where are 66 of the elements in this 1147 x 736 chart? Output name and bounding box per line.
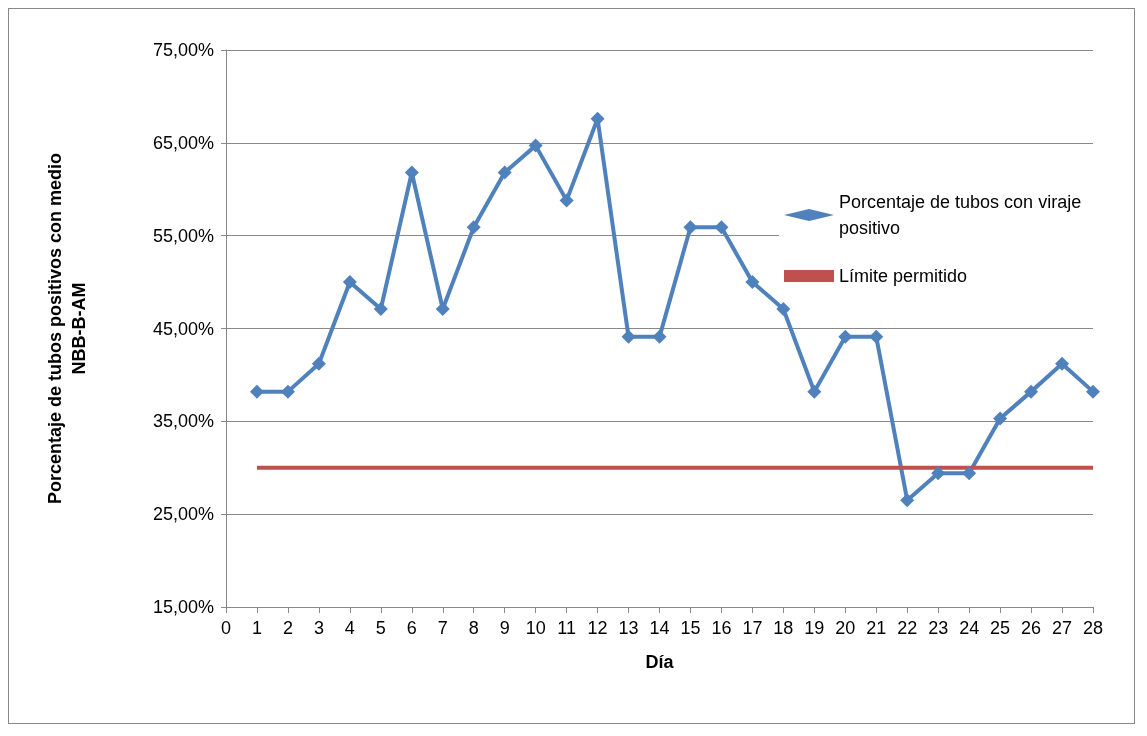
x-tick-label: 10 <box>525 618 546 638</box>
x-tick-label: 11 <box>557 618 576 638</box>
point <box>466 220 481 235</box>
x-tick-label: 12 <box>587 618 608 638</box>
legend-label: Límite permitido <box>839 266 968 286</box>
x-tick-label: 7 <box>437 618 448 638</box>
x-tick-label: 0 <box>220 618 232 638</box>
x-tick-label: 20 <box>835 618 856 638</box>
x-tick-label: 19 <box>804 618 825 638</box>
x-tick-label: 22 <box>897 618 918 638</box>
x-tick-label: 17 <box>742 618 763 638</box>
point <box>249 384 264 399</box>
y-tick-label: 45,00% <box>152 318 214 339</box>
y-tick-label: 15,00% <box>152 597 214 617</box>
x-tick-label: 23 <box>928 618 949 638</box>
y-tick-label: 65,00% <box>152 132 214 153</box>
y-tick-label: 35,00% <box>152 411 214 432</box>
x-tick-label: 24 <box>959 618 980 638</box>
x-tick-label: 25 <box>990 618 1011 638</box>
x-tick-label: 15 <box>680 618 701 638</box>
x-tick-label: 5 <box>375 618 386 638</box>
point <box>652 329 667 344</box>
point <box>280 384 295 399</box>
x-tick-label: 9 <box>499 618 510 638</box>
x-tick-label: 13 <box>618 618 639 638</box>
point <box>621 329 636 344</box>
point <box>1024 384 1039 399</box>
point <box>993 411 1008 426</box>
point <box>807 384 822 399</box>
point <box>714 220 729 235</box>
point <box>497 165 512 180</box>
x-tick-label: 18 <box>773 618 794 638</box>
x-tick-label: 14 <box>649 618 670 638</box>
point <box>931 466 946 481</box>
point <box>528 138 543 153</box>
x-tick-label: 28 <box>1082 618 1104 638</box>
x-tick-label: 6 <box>406 618 417 638</box>
point <box>776 302 791 317</box>
y-tick-label: 25,00% <box>152 504 214 525</box>
point <box>342 275 357 290</box>
x-tick-label: 21 <box>866 618 887 638</box>
y-tick-label: 55,00% <box>152 225 214 246</box>
point <box>1086 384 1100 399</box>
point <box>745 275 760 290</box>
x-tick-label: 4 <box>344 618 355 638</box>
point <box>900 493 915 508</box>
point <box>683 220 698 235</box>
legend-label: Porcentaje de tubos con viraje positivo <box>839 192 1087 238</box>
point <box>1055 356 1070 371</box>
point <box>869 329 884 344</box>
x-tick-label: 27 <box>1052 618 1073 638</box>
x-tick-label: 16 <box>711 618 732 638</box>
x-tick-label: 2 <box>282 618 293 638</box>
x-tick-label: 3 <box>313 618 324 638</box>
point <box>838 329 853 344</box>
point <box>559 193 574 208</box>
x-tick-label: 8 <box>468 618 479 638</box>
point <box>962 466 977 481</box>
point <box>373 302 388 317</box>
x-tick-label: 26 <box>1021 618 1042 638</box>
point <box>590 111 605 126</box>
y-tick-label: 75,00% <box>152 40 214 60</box>
x-tick-label: 1 <box>251 618 262 638</box>
x-axis-title: Día <box>645 652 675 672</box>
y-axis-title: Porcentaje de tubos positivos con medio NBB-B-AM <box>45 152 89 505</box>
point <box>311 356 326 371</box>
